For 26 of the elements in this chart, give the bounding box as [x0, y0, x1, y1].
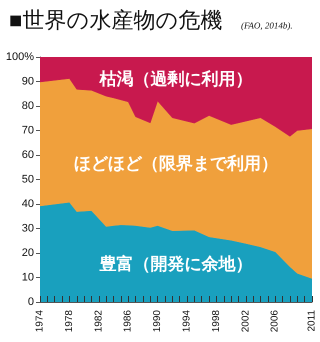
y-tick-label: 70: [22, 124, 34, 136]
chart-subtitle: (FAO, 2014b).: [241, 20, 293, 30]
y-tick-label: 60: [22, 149, 34, 161]
x-tick-label: 2002: [240, 310, 252, 332]
y-tick-label: 100%: [6, 51, 34, 63]
x-tick-label: 1986: [122, 310, 134, 332]
x-tick-label: 1990: [152, 310, 164, 332]
x-tick-label: 2006: [270, 310, 281, 332]
series-label: ほどほど（限界まで利用）: [74, 154, 278, 173]
y-tick-label: 50: [22, 174, 34, 186]
x-tick-label: 1982: [93, 310, 104, 332]
y-tick-label: 20: [22, 247, 34, 259]
y-tick-label: 30: [22, 222, 34, 234]
y-tick-label: 10: [22, 272, 34, 284]
x-tick-label: 2011: [306, 310, 318, 332]
series-label: 豊富（開発に余地）: [98, 254, 252, 274]
y-tick-label: 80: [22, 100, 34, 112]
x-tick-label: 1998: [210, 310, 222, 332]
x-tick-label: 1994: [182, 310, 193, 332]
chart-title: ■世界の水産物の危機: [9, 8, 222, 32]
y-tick-label: 0: [28, 296, 34, 308]
x-tick-label: 1974: [34, 310, 46, 332]
y-tick-label: 90: [22, 76, 34, 88]
series-label: 枯渇（過剰に利用）: [98, 70, 252, 89]
y-tick-label: 40: [22, 198, 34, 210]
x-tick-label: 1978: [64, 310, 75, 332]
